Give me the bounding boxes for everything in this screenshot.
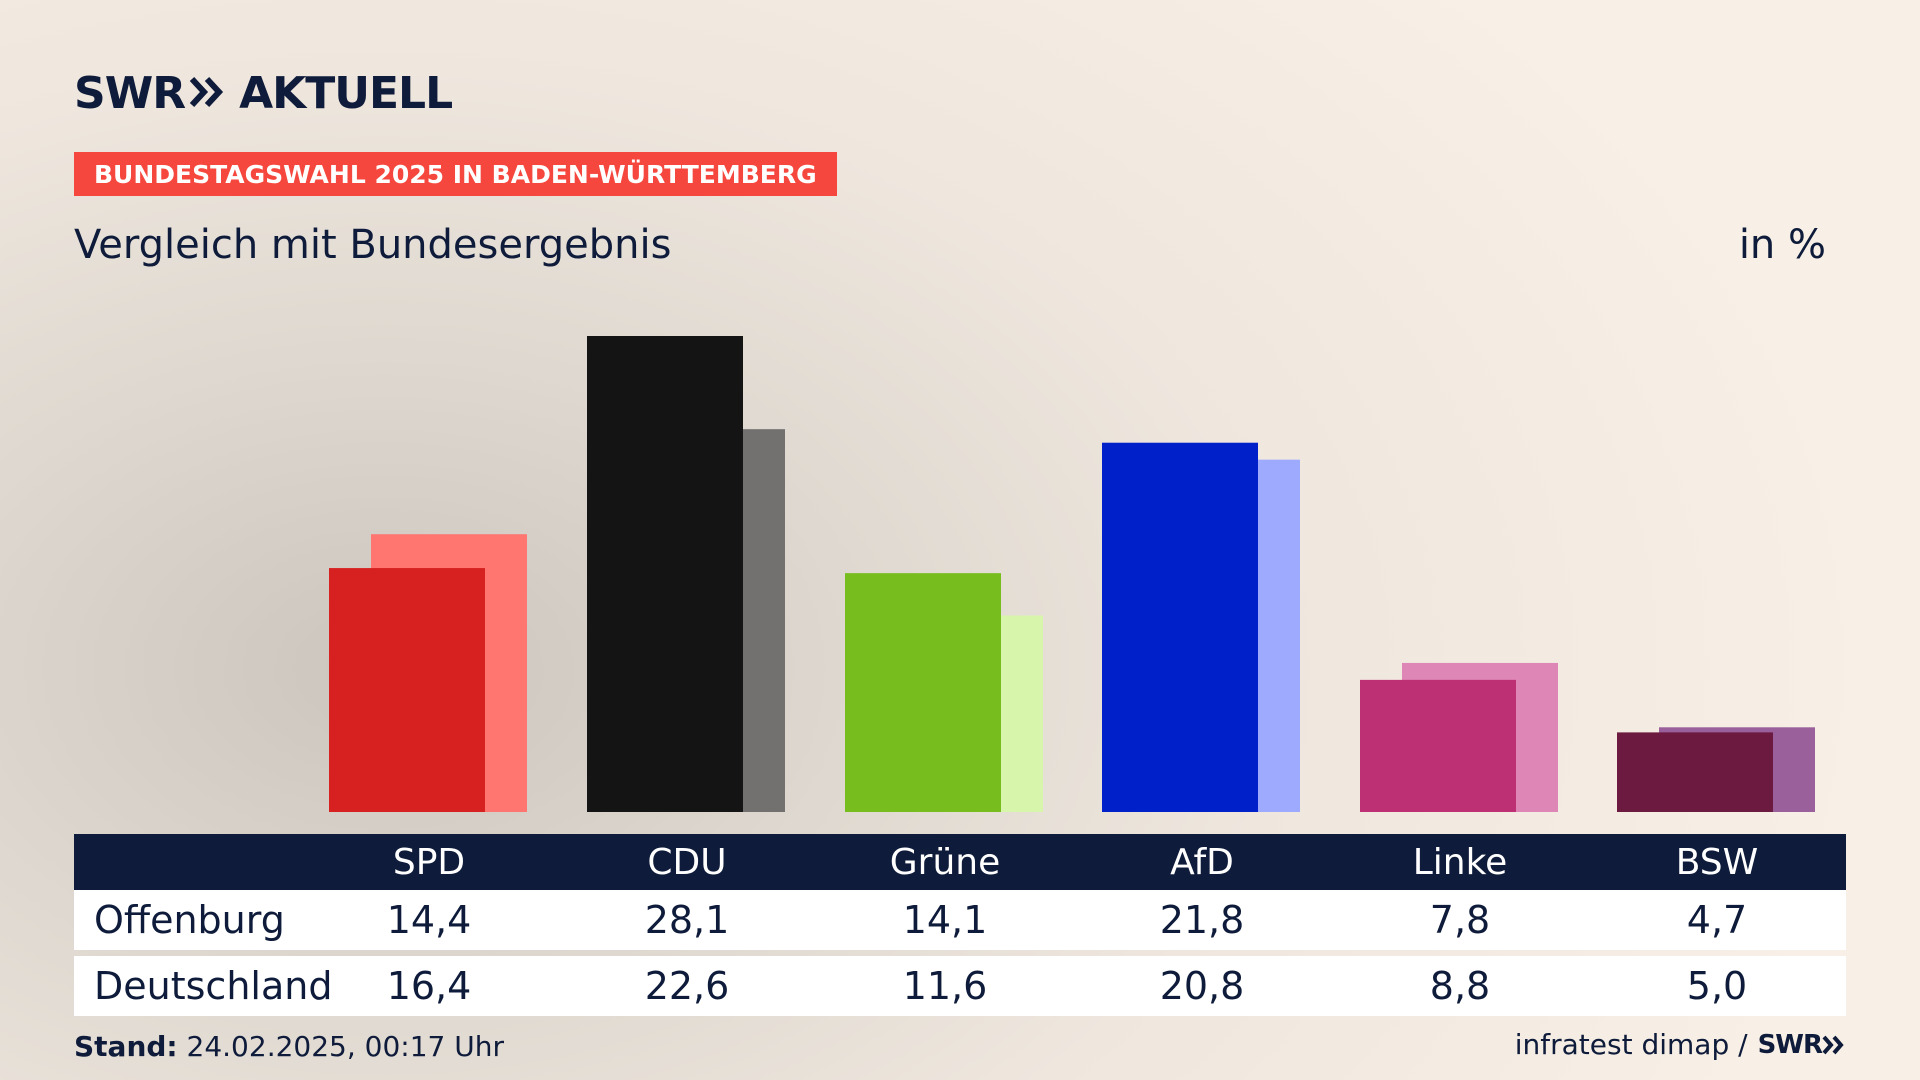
double-chevron-icon <box>189 76 225 112</box>
stand-label: Stand: <box>74 1030 178 1063</box>
timestamp: Stand: 24.02.2025, 00:17 Uhr <box>74 1030 504 1063</box>
column-header-bsw: BSW <box>1675 841 1759 883</box>
value-offenburg-cdu: 28,1 <box>644 898 730 942</box>
bar-offenburg-bsw <box>1617 732 1773 812</box>
logo-swr-text: SWR <box>74 68 186 119</box>
bar-offenburg-gruene <box>845 573 1001 812</box>
column-header-spd: SPD <box>392 841 466 883</box>
column-header-linke: Linke <box>1412 841 1508 883</box>
value-offenburg-gruene: 14,1 <box>902 898 988 942</box>
unit-label: in % <box>1738 222 1826 268</box>
table-row-deutschland: Deutschland 16,4 22,6 11,6 20,8 8,8 5,0 <box>74 956 1846 1016</box>
column-header-cdu: CDU <box>647 841 727 883</box>
stand-value: 24.02.2025, 00:17 Uhr <box>186 1030 504 1063</box>
election-badge: BUNDESTAGSWAHL 2025 IN BADEN-WÜRTTEMBERG <box>74 152 837 196</box>
swr-aktuell-logo: SWR AKTUELL <box>74 68 453 119</box>
table-row-offenburg: Offenburg 14,4 28,1 14,1 21,8 7,8 4,7 <box>74 890 1846 950</box>
column-header-gruene: Grüne <box>889 841 1001 883</box>
source-credit: infratest dimap / SWR <box>1515 1028 1846 1061</box>
bar-chart <box>329 336 1815 812</box>
source-logo-text: SWR <box>1757 1029 1823 1060</box>
bar-offenburg-afd <box>1102 442 1258 812</box>
value-deutschland-gruene: 11,6 <box>902 964 988 1008</box>
value-offenburg-linke: 7,8 <box>1429 898 1491 942</box>
value-deutschland-linke: 8,8 <box>1429 964 1491 1008</box>
bar-offenburg-cdu <box>587 336 743 812</box>
chart-subtitle: Vergleich mit Bundesergebnis <box>74 222 672 268</box>
row-label-deutschland: Deutschland <box>94 964 333 1008</box>
source-text: infratest dimap / <box>1514 1028 1748 1061</box>
table-header-row: SPD CDU Grüne AfD Linke BSW <box>74 834 1846 890</box>
value-offenburg-bsw: 4,7 <box>1686 898 1748 942</box>
value-deutschland-cdu: 22,6 <box>644 964 730 1008</box>
bar-offenburg-linke <box>1360 679 1516 812</box>
source-chevron-icon <box>1822 1035 1844 1054</box>
value-deutschland-afd: 20,8 <box>1159 964 1245 1008</box>
row-label-offenburg: Offenburg <box>94 898 285 942</box>
value-deutschland-bsw: 5,0 <box>1686 964 1748 1008</box>
value-deutschland-spd: 16,4 <box>386 964 472 1008</box>
logo-brand-text: AKTUELL <box>239 68 453 119</box>
column-header-afd: AfD <box>1170 841 1234 883</box>
value-offenburg-spd: 14,4 <box>386 898 472 942</box>
value-offenburg-afd: 21,8 <box>1159 898 1245 942</box>
results-table: SPD CDU Grüne AfD Linke BSW Offenburg 14,4 28,… <box>74 834 1846 1016</box>
bar-offenburg-spd <box>329 568 485 812</box>
